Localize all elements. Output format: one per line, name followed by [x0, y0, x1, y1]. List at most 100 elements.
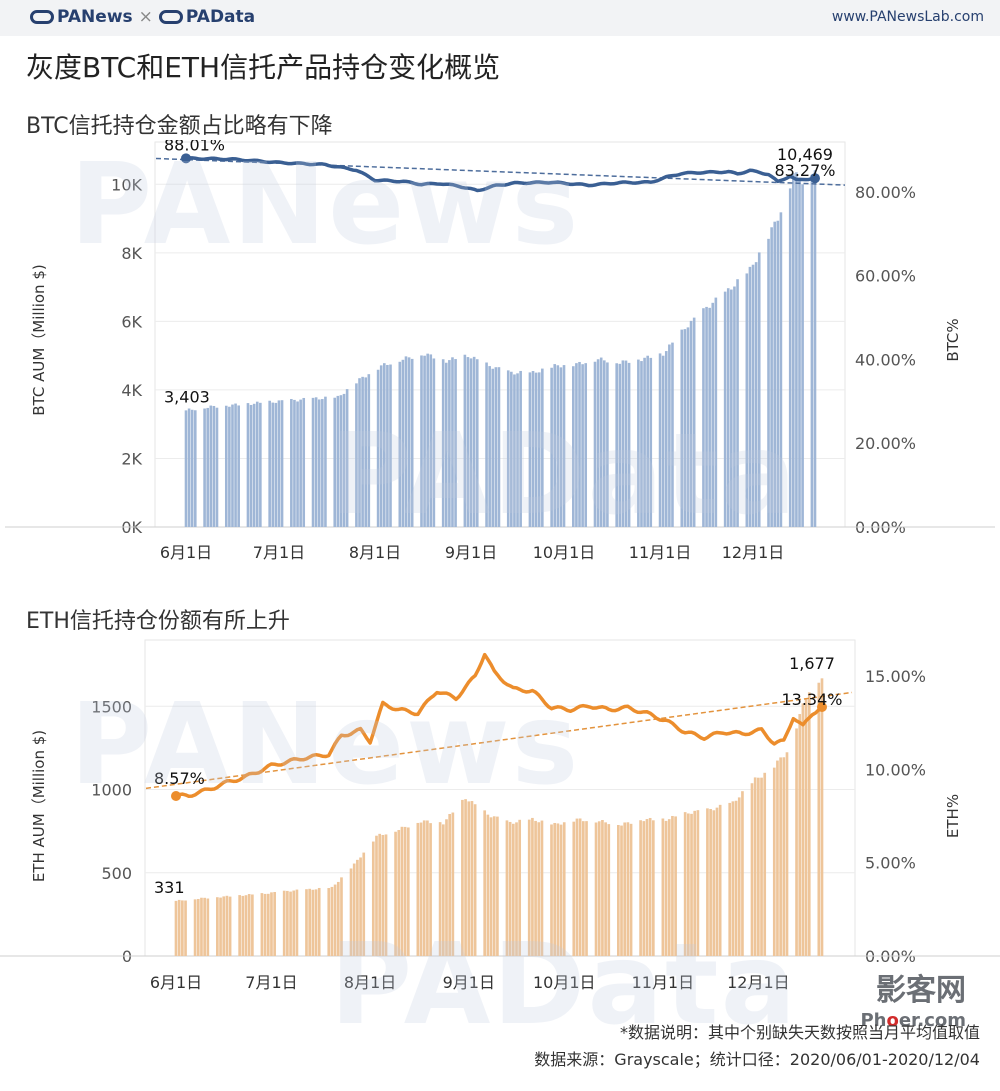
x-tick-label: 9月1日: [445, 543, 497, 562]
bar: [804, 699, 808, 956]
bar: [461, 799, 464, 956]
bar: [556, 365, 560, 527]
bar: [801, 703, 805, 956]
bar: [652, 820, 655, 956]
bar: [177, 899, 181, 956]
bar: [718, 804, 722, 956]
bar: [203, 408, 206, 527]
bar: [494, 367, 498, 527]
x-tick-label: 12月1日: [727, 973, 790, 992]
bar: [795, 172, 798, 527]
bar: [648, 817, 652, 956]
bar: [302, 397, 306, 527]
bar: [603, 360, 606, 527]
line-start-point: [171, 791, 181, 802]
bar: [237, 405, 240, 527]
bar: [792, 173, 795, 527]
bar: [383, 363, 386, 527]
bar: [606, 362, 609, 527]
padata-logo-icon: [158, 10, 183, 24]
bar: [359, 857, 362, 956]
bar: [206, 898, 210, 956]
bar: [260, 893, 264, 956]
bar: [658, 353, 662, 527]
bar: [537, 372, 541, 527]
bar: [286, 890, 289, 956]
bar: [516, 373, 519, 527]
page-title: 灰度BTC和ETH信托产品持仓变化概览: [26, 51, 501, 84]
bar: [491, 368, 495, 527]
bar: [352, 863, 356, 956]
bar: [757, 252, 761, 527]
x-tick-label: 8月1日: [344, 973, 396, 992]
bar: [289, 891, 292, 956]
stamp-url: Phoer.com: [860, 1010, 966, 1031]
bar: [736, 279, 739, 527]
bar: [488, 366, 491, 527]
bar: [757, 777, 760, 956]
data-label: 1,677: [789, 654, 835, 673]
bar: [403, 826, 407, 956]
bar: [559, 824, 563, 956]
x-tick-label: 10月1日: [533, 543, 596, 562]
btc-chart: 0K2K4K6K8K10K0.00%20.00%40.00%60.00%80.0…: [5, 140, 995, 562]
bar: [731, 801, 735, 956]
bar: [646, 355, 649, 527]
bar: [224, 405, 228, 527]
data-label: 88.01%: [164, 140, 225, 154]
bar: [506, 370, 510, 527]
bar: [234, 403, 237, 527]
bar: [709, 809, 712, 956]
x-tick-label: 8月1日: [349, 543, 401, 562]
bar: [668, 344, 671, 527]
bar: [280, 400, 284, 527]
bar: [751, 264, 755, 527]
bar: [623, 822, 627, 956]
bar: [760, 777, 763, 956]
bar: [308, 888, 311, 956]
bar: [483, 810, 487, 956]
bar: [454, 359, 457, 527]
bar: [184, 900, 187, 956]
bar: [327, 888, 331, 956]
bar: [381, 834, 385, 956]
bar: [596, 359, 600, 527]
bar: [575, 363, 578, 527]
bar: [820, 678, 824, 956]
bar: [241, 895, 245, 956]
bar: [594, 822, 598, 956]
bar: [209, 405, 213, 527]
bar: [466, 357, 470, 527]
bar: [401, 359, 405, 527]
line-start-point: [181, 153, 191, 164]
bar: [550, 824, 553, 956]
bar: [416, 822, 420, 956]
bar: [333, 884, 337, 956]
bar: [422, 820, 426, 956]
bar: [407, 357, 411, 527]
data-label: 10,469: [777, 145, 833, 164]
bar: [795, 728, 798, 956]
bar: [246, 403, 250, 527]
bar: [203, 897, 206, 956]
bar: [244, 895, 248, 956]
x-tick-label: 9月1日: [443, 973, 495, 992]
bar: [305, 889, 308, 956]
bar: [497, 367, 501, 527]
bar: [730, 289, 733, 527]
y2-tick-label: 20.00%: [855, 434, 916, 453]
bar: [463, 354, 467, 527]
bar: [212, 405, 216, 527]
bar: [575, 818, 579, 956]
line-end-point: [817, 701, 827, 712]
bar: [467, 801, 471, 956]
bar: [296, 401, 299, 527]
bar: [593, 361, 597, 527]
bar: [534, 820, 537, 956]
bar: [505, 820, 509, 956]
bar: [601, 820, 604, 956]
bar: [817, 682, 821, 956]
bar: [251, 894, 254, 956]
bar: [508, 821, 512, 956]
bar: [228, 406, 231, 527]
